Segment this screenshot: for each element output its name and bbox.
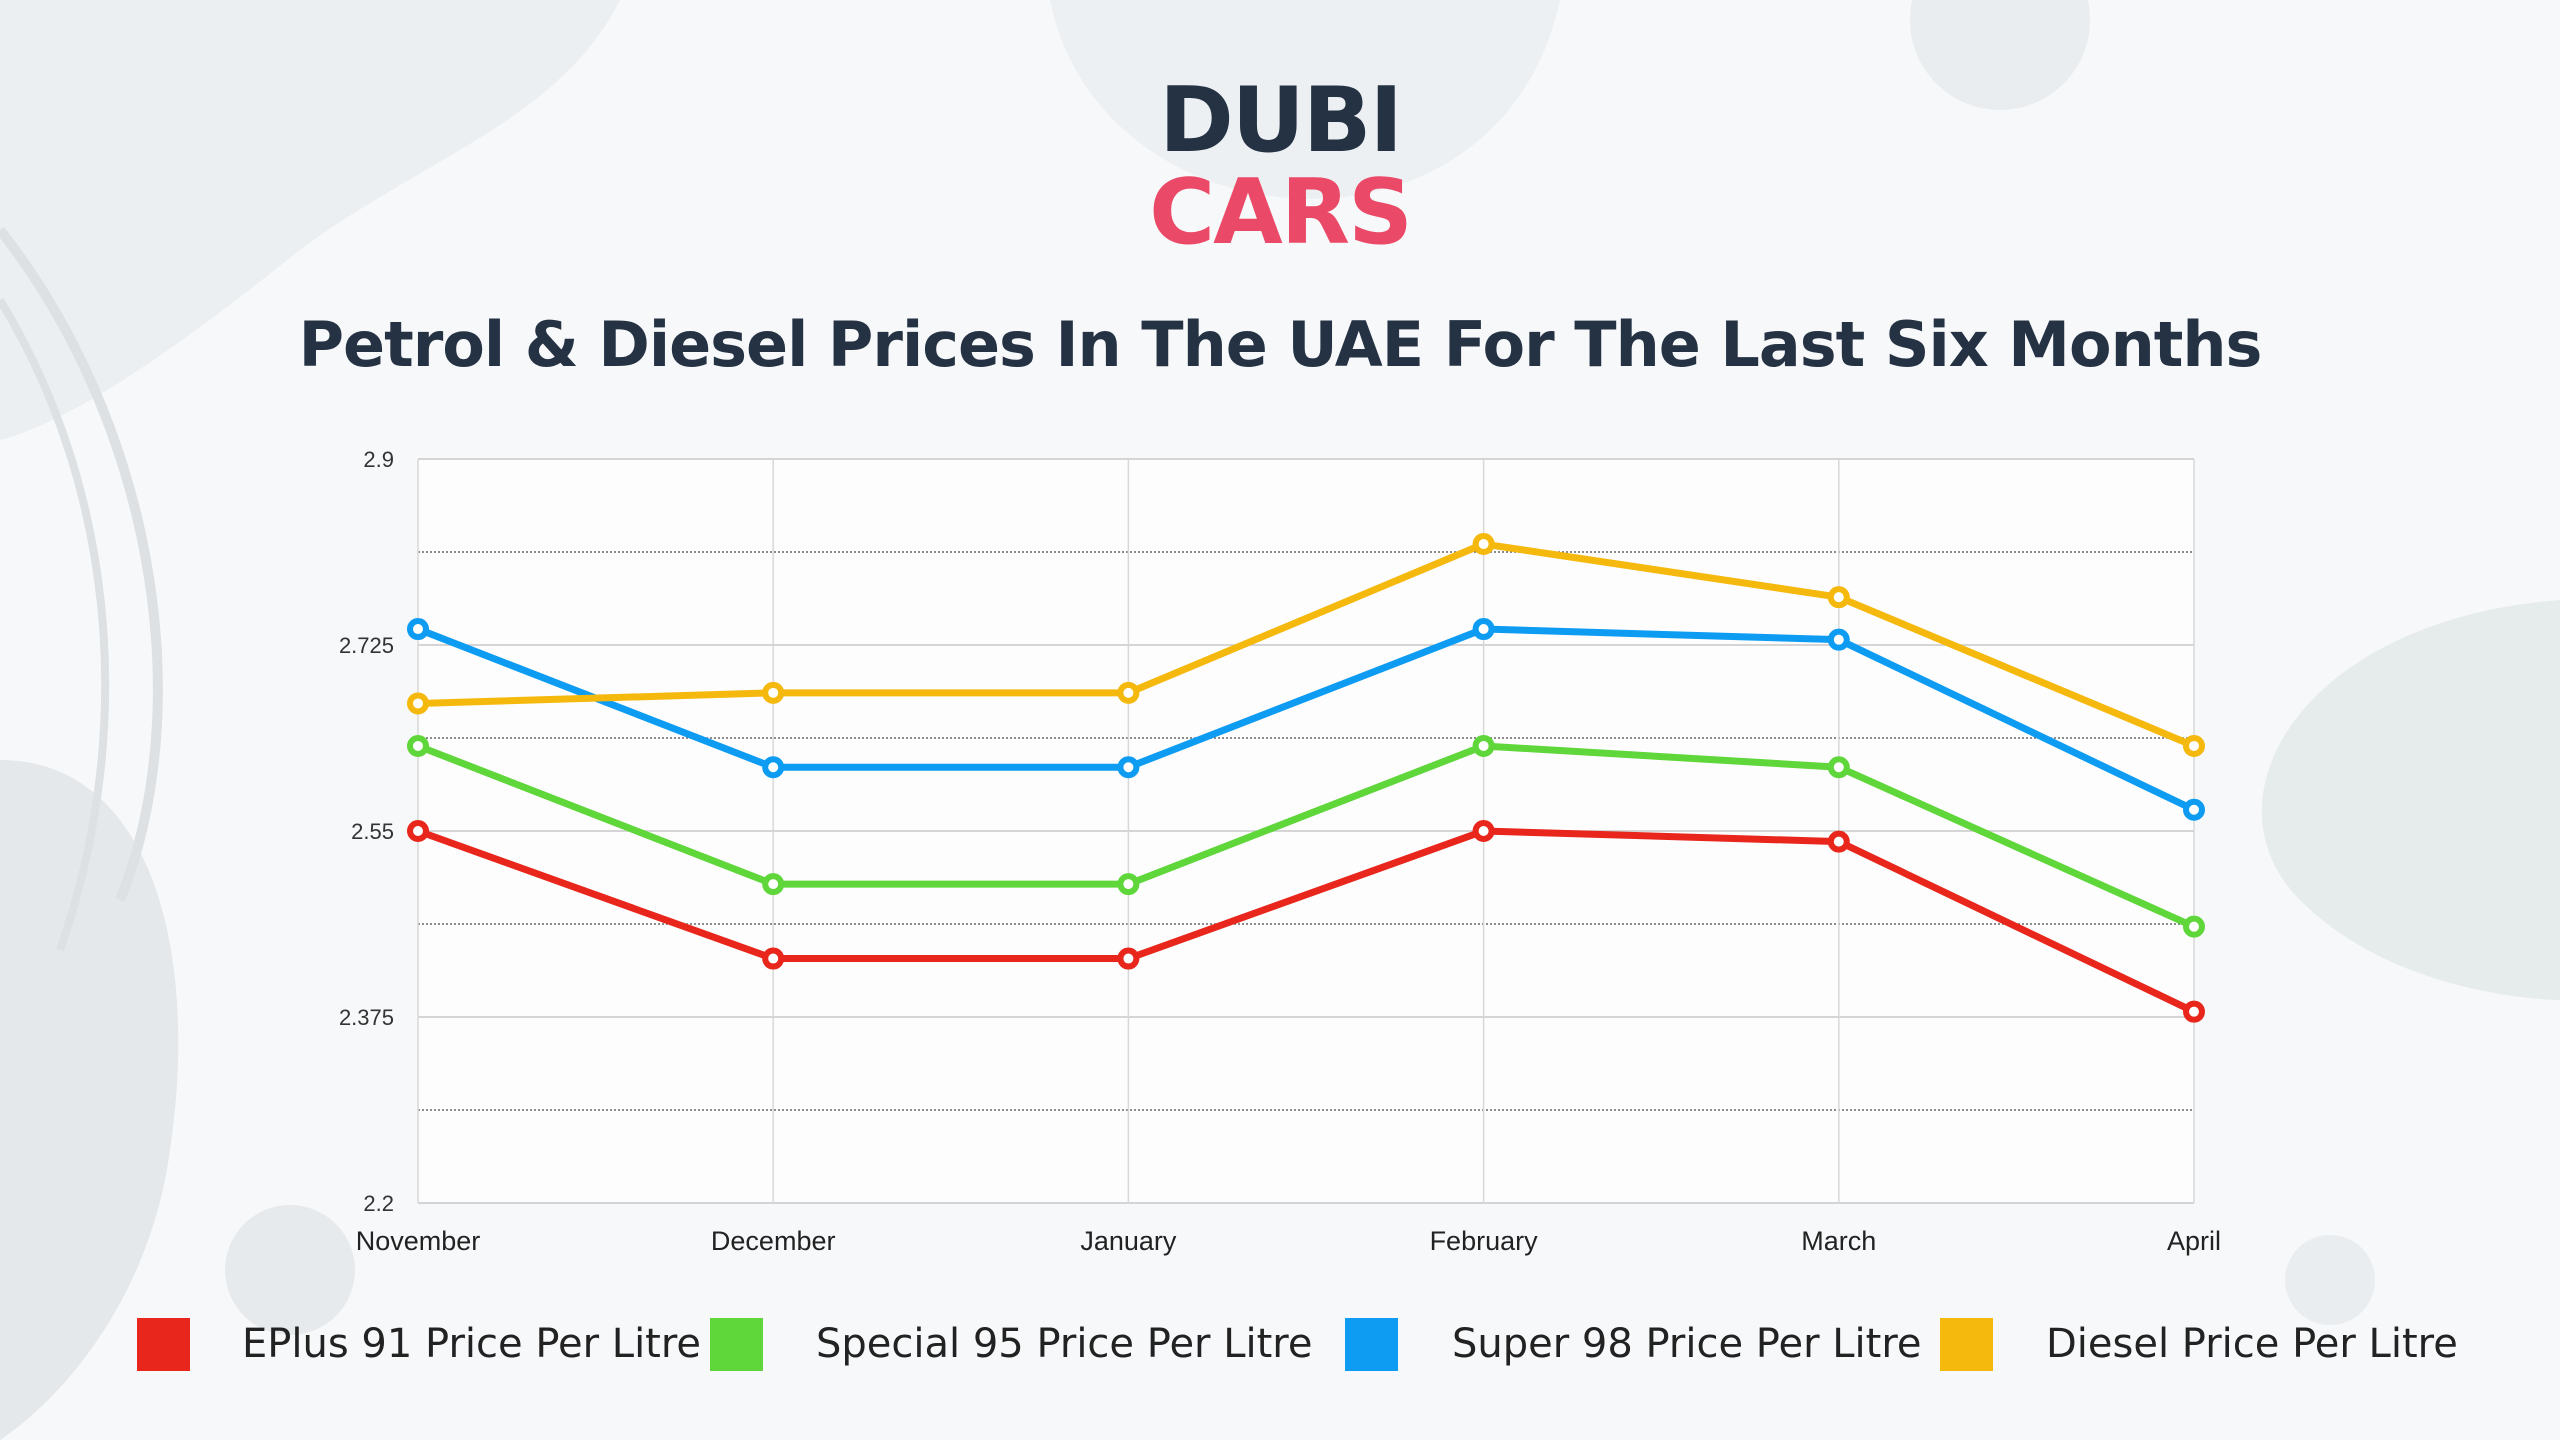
x-tick-label: December xyxy=(711,1226,836,1256)
y-tick-label: 2.55 xyxy=(351,819,394,844)
y-tick-label: 2.9 xyxy=(363,447,394,472)
data-point xyxy=(1472,618,1495,641)
y-tick-label: 2.2 xyxy=(363,1191,394,1216)
series-line-2 xyxy=(416,625,2196,813)
data-point xyxy=(762,756,785,779)
x-tick-label: March xyxy=(1801,1226,1876,1256)
logo-cars: CARS xyxy=(1149,160,1413,265)
legend-swatch xyxy=(710,1317,763,1371)
legend-swatch xyxy=(1940,1317,1993,1371)
data-point xyxy=(1117,756,1140,779)
data-point xyxy=(2183,734,2205,757)
series-line-1 xyxy=(416,742,2196,930)
x-tick-label: January xyxy=(1080,1226,1177,1256)
data-point xyxy=(762,681,785,704)
chart-title: Petrol & Diesel Prices In The UAE For Th… xyxy=(298,308,2263,381)
data-point xyxy=(2183,798,2205,821)
logo-dubi: DUBI xyxy=(1159,68,1403,173)
legend-label: EPlus 91 Price Per Litre xyxy=(242,1321,702,1367)
series-line-3 xyxy=(417,540,2196,750)
data-point xyxy=(1827,756,1850,779)
data-point xyxy=(1827,830,1850,853)
data-point xyxy=(407,692,429,715)
y-tick-label: 2.725 xyxy=(339,633,394,658)
legend-label: Diesel Price Per Litre xyxy=(2046,1321,2458,1367)
data-point xyxy=(1472,533,1495,556)
data-point xyxy=(1117,681,1140,704)
data-point xyxy=(1472,734,1495,757)
data-point xyxy=(762,947,785,970)
data-point xyxy=(1117,947,1140,970)
data-point xyxy=(1827,586,1850,609)
data-point xyxy=(1117,873,1140,896)
data-point xyxy=(407,820,429,842)
data-point xyxy=(762,873,785,896)
x-tick-label: February xyxy=(1430,1226,1539,1256)
legend-swatch xyxy=(1345,1317,1398,1371)
x-tick-label: November xyxy=(356,1226,481,1256)
data-point xyxy=(407,734,429,757)
y-tick-label: 2.375 xyxy=(339,1005,394,1030)
data-point xyxy=(1472,820,1495,842)
data-point xyxy=(2183,1000,2205,1023)
data-point xyxy=(407,618,429,641)
series-line-0 xyxy=(416,827,2196,1015)
legend-swatch xyxy=(137,1317,190,1371)
legend-label: Special 95 Price Per Litre xyxy=(816,1321,1313,1367)
data-point xyxy=(2183,915,2205,938)
x-tick-label: April xyxy=(2167,1226,2221,1256)
data-point xyxy=(1827,628,1850,651)
legend-label: Super 98 Price Per Litre xyxy=(1452,1321,1922,1367)
